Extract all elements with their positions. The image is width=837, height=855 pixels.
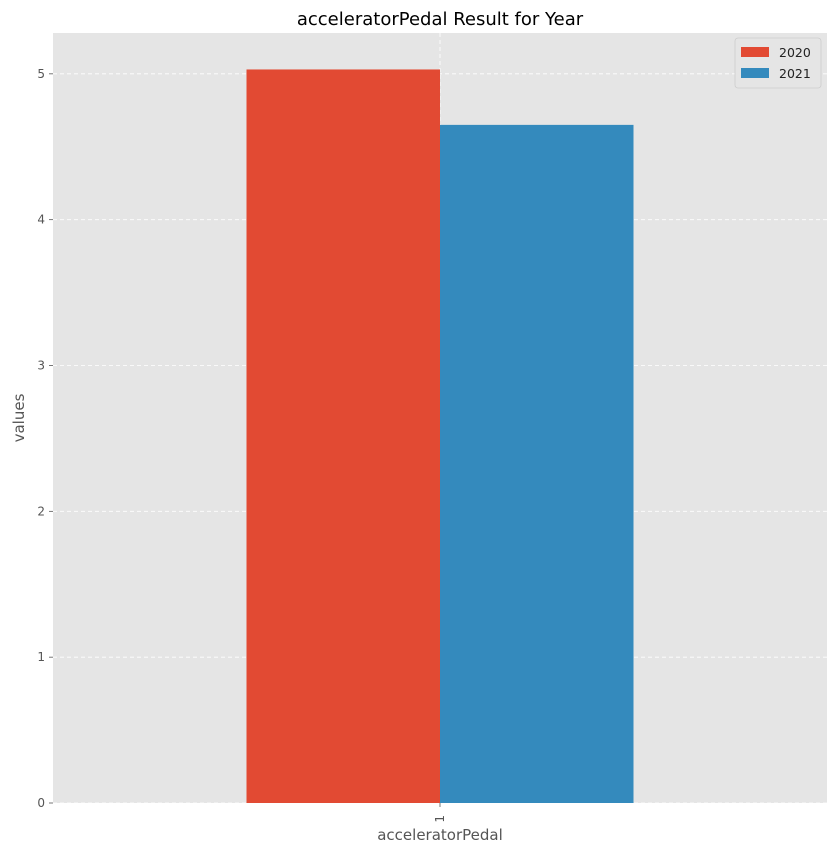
y-tick-label: 1 [37, 650, 45, 664]
legend-swatch-2020 [741, 47, 769, 57]
x-axis-ticks: 1 [433, 803, 447, 823]
legend: 2020 2021 [734, 37, 822, 89]
y-tick-label: 4 [37, 213, 45, 227]
legend-swatch-2021 [741, 68, 769, 78]
y-tick-label: 3 [37, 359, 45, 373]
y-tick-label: 0 [37, 796, 45, 810]
y-tick-label: 2 [37, 504, 45, 518]
legend-label-2021: 2021 [779, 66, 811, 81]
x-tick-label: 1 [433, 815, 447, 823]
legend-label-2020: 2020 [779, 45, 811, 60]
y-axis-ticks: 0 1 2 3 4 5 [37, 67, 53, 810]
bar-2020 [246, 69, 440, 804]
x-axis-label: acceleratorPedal [377, 826, 503, 844]
chart-title: acceleratorPedal Result for Year [297, 9, 584, 30]
y-axis-label: values [10, 393, 28, 442]
bars [246, 69, 634, 804]
bar-2021 [440, 124, 634, 803]
y-tick-label: 5 [37, 67, 45, 81]
